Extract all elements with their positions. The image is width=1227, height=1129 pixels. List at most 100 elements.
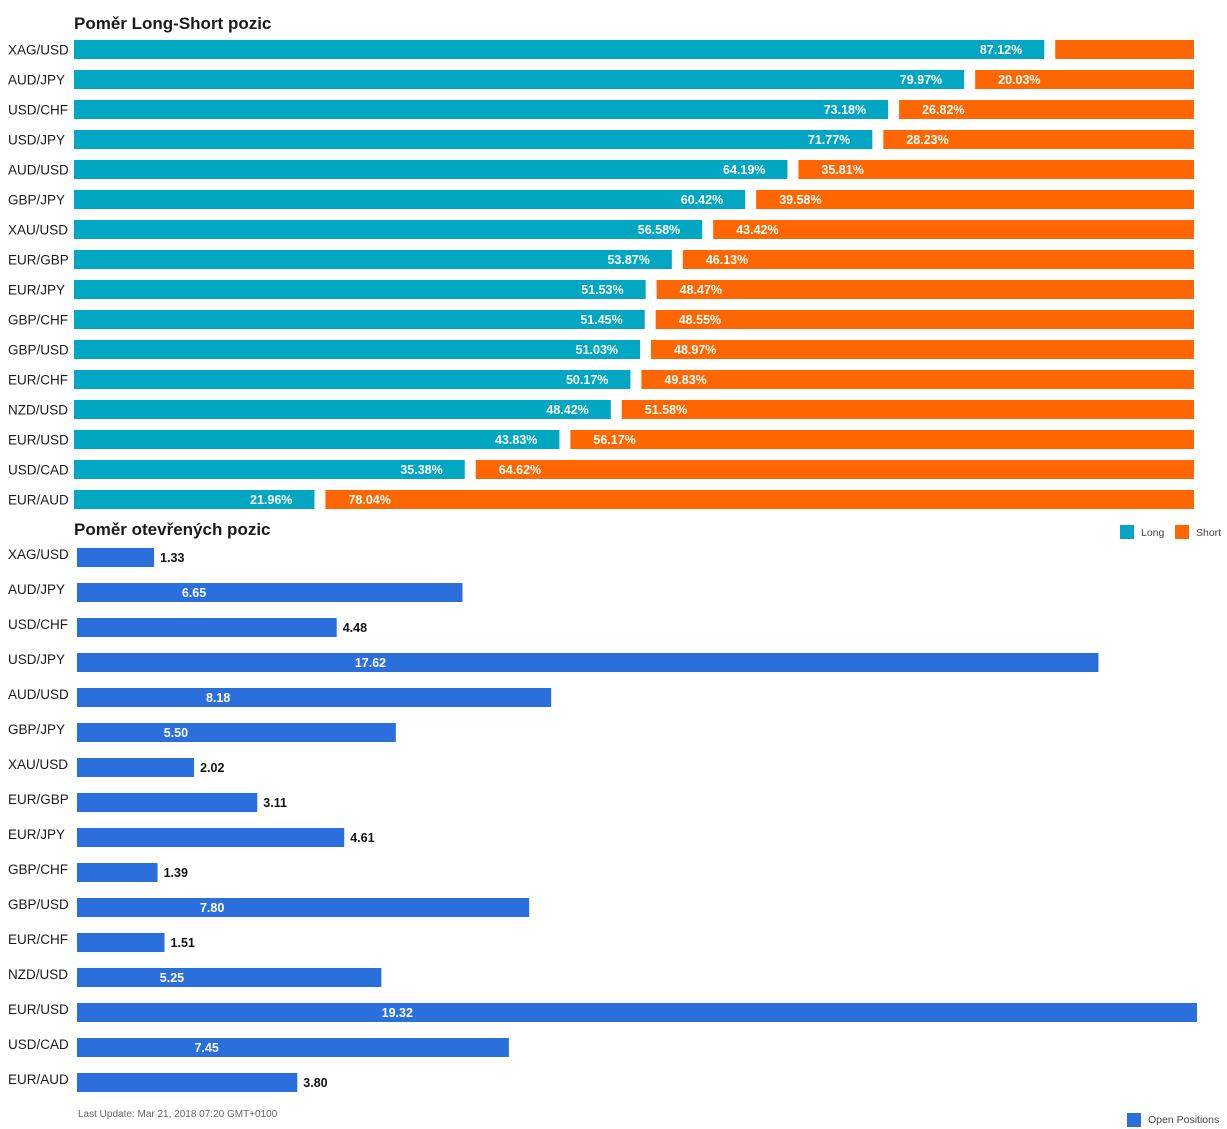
long-bar (74, 430, 560, 449)
open-positions-bar (77, 653, 1099, 672)
open-positions-value-label: 1.51 (171, 936, 195, 950)
open-positions-value-label: 2.02 (200, 761, 224, 775)
long-value-label: 51.53% (581, 283, 623, 297)
long-short-bars (74, 40, 1195, 509)
legend-open-positions-label: Open Positions (1148, 1114, 1219, 1126)
long-bar (74, 490, 315, 509)
short-value-label: 39.58% (779, 193, 821, 207)
category-label: USD/JPY (8, 133, 65, 148)
open-positions-value-label: 5.25 (160, 971, 184, 985)
category-label: EUR/JPY (8, 827, 65, 842)
long-short-chart-title: Poměr Long-Short pozic (74, 14, 271, 33)
long-value-label: 48.42% (546, 403, 588, 417)
long-bar (74, 100, 889, 119)
category-label: XAG/USD (8, 43, 69, 58)
category-label: EUR/USD (8, 1002, 69, 1017)
long-bar (74, 370, 631, 389)
category-label: AUD/JPY (8, 73, 65, 88)
short-bar (655, 310, 1194, 329)
open-positions-category-labels: XAG/USD AUD/JPY USD/CHF USD/JPY AUD/USD GBP/J… (8, 547, 69, 1087)
short-value-label: 48.97% (674, 343, 716, 357)
category-label: EUR/JPY (8, 283, 65, 298)
long-bar (74, 40, 1045, 59)
category-label: USD/CHF (8, 617, 68, 632)
long-value-label: 51.45% (580, 313, 622, 327)
short-bar (570, 430, 1194, 449)
open-positions-bar (77, 723, 396, 742)
open-positions-legend: Open Positions (1127, 1113, 1219, 1127)
open-positions-bar (77, 933, 165, 952)
category-label: XAG/USD (8, 547, 69, 562)
open-positions-value-label: 7.80 (200, 901, 224, 915)
long-value-label: 87.12% (980, 43, 1022, 57)
short-value-label: 48.55% (679, 313, 721, 327)
open-positions-bar (77, 1038, 509, 1057)
short-bar (713, 220, 1194, 239)
open-positions-value-label: 1.39 (164, 866, 188, 880)
long-value-label: 43.83% (495, 433, 537, 447)
long-value-label: 64.19% (723, 163, 765, 177)
category-label: EUR/GBP (8, 792, 69, 807)
short-value-label: 46.13% (706, 253, 748, 267)
open-positions-bar (77, 548, 155, 567)
long-bar (74, 130, 873, 149)
short-bar (756, 190, 1194, 209)
open-positions-bar (77, 1003, 1197, 1022)
open-positions-value-label: 7.45 (194, 1041, 218, 1055)
long-short-legend: Long Short (1120, 525, 1221, 539)
short-value-label: 26.82% (922, 103, 964, 117)
open-positions-value-label: 17.62 (355, 656, 386, 670)
category-label: EUR/CHF (8, 373, 68, 388)
short-bar (883, 130, 1194, 149)
short-value-label: 35.81% (821, 163, 863, 177)
open-positions-chart-title: Poměr otevřených pozic (74, 520, 271, 539)
short-bar (798, 160, 1194, 179)
long-short-category-labels: XAG/USD AUD/JPY USD/CHF USD/JPY AUD/USD GBP/J… (8, 43, 69, 508)
open-positions-value-label: 5.50 (164, 726, 188, 740)
open-positions-bars (77, 548, 1197, 1092)
short-value-label: 48.47% (680, 283, 722, 297)
long-value-label: 35.38% (400, 463, 442, 477)
short-value-label: 49.83% (664, 373, 706, 387)
category-label: GBP/JPY (8, 193, 65, 208)
open-positions-bar (77, 828, 345, 847)
open-positions-value-label: 3.11 (263, 796, 287, 810)
category-label: EUR/USD (8, 433, 69, 448)
short-bar (656, 280, 1194, 299)
category-label: GBP/USD (8, 897, 69, 912)
short-value-label: 56.17% (593, 433, 635, 447)
category-label: EUR/GBP (8, 253, 69, 268)
long-value-label: 79.97% (900, 73, 942, 87)
category-label: EUR/AUD (8, 493, 69, 508)
long-value-label: 21.96% (250, 493, 292, 507)
category-label: EUR/CHF (8, 932, 68, 947)
long-bar (74, 280, 646, 299)
short-bar (641, 370, 1194, 389)
long-bar (74, 250, 672, 269)
legend-short-swatch (1175, 525, 1189, 539)
category-label: AUD/JPY (8, 582, 65, 597)
category-label: AUD/USD (8, 163, 69, 178)
long-bar (74, 340, 641, 359)
short-bar (651, 340, 1194, 359)
open-positions-bar (77, 758, 195, 777)
open-positions-bar (77, 898, 530, 917)
short-value-label: 43.42% (736, 223, 778, 237)
long-value-label: 53.87% (607, 253, 649, 267)
open-positions-bar (77, 1073, 298, 1092)
category-label: AUD/USD (8, 687, 69, 702)
long-bar (74, 190, 746, 209)
long-bar (74, 220, 703, 239)
category-label: USD/JPY (8, 652, 65, 667)
short-bar (899, 100, 1194, 119)
legend-long-swatch (1120, 525, 1134, 539)
category-label: XAU/USD (8, 757, 68, 772)
long-short-data-labels: 87.12% 79.97% 20.03% 73.18% 26.82% 71.77% 28.2… (250, 43, 1041, 507)
long-bar (74, 460, 465, 479)
category-label: USD/CAD (8, 463, 69, 478)
category-label: EUR/AUD (8, 1072, 69, 1087)
open-positions-value-label: 4.61 (350, 831, 374, 845)
open-positions-value-label: 19.32 (382, 1006, 413, 1020)
open-positions-value-label: 8.18 (206, 691, 230, 705)
